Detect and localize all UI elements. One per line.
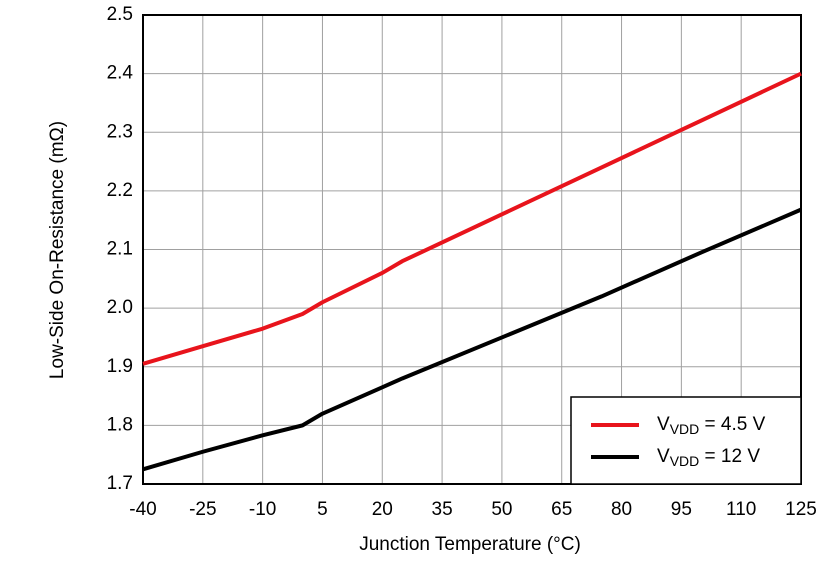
x-tick-label: 110 xyxy=(726,499,756,520)
x-axis-label: Junction Temperature (°C) xyxy=(359,534,581,555)
y-tick-label: 2.1 xyxy=(107,239,133,260)
plot-frame xyxy=(142,14,802,485)
y-axis-label: Low-Side On-Resistance (mΩ) xyxy=(47,121,68,379)
x-tick-label: 95 xyxy=(671,499,692,520)
y-tick-label: 1.9 xyxy=(107,356,133,377)
x-tick-label: 5 xyxy=(317,499,328,520)
x-tick-label: 50 xyxy=(491,499,512,520)
y-tick-label: 2.0 xyxy=(107,297,133,318)
x-tick-label: 20 xyxy=(372,499,393,520)
y-tick-label: 2.3 xyxy=(107,121,133,142)
y-tick-label: 2.2 xyxy=(107,180,133,201)
y-tick-label: 1.8 xyxy=(107,414,133,435)
x-tick-label: 65 xyxy=(551,499,572,520)
series-line xyxy=(142,207,802,472)
y-tick-label: 2.5 xyxy=(107,4,133,25)
legend-label: VVDD = 4.5 V xyxy=(657,414,766,437)
y-tick-label: 1.7 xyxy=(107,473,133,494)
legend-box xyxy=(570,396,802,485)
x-tick-label: 35 xyxy=(432,499,453,520)
x-tick-label: 125 xyxy=(785,499,817,520)
x-tick-label: 80 xyxy=(611,499,632,520)
x-tick-label: -10 xyxy=(249,499,276,520)
y-tick-label: 2.4 xyxy=(107,63,134,84)
x-tick-label: -25 xyxy=(189,499,216,520)
series-line xyxy=(142,71,802,366)
legend-label: VVDD = 12 V xyxy=(657,446,760,469)
x-tick-label: -40 xyxy=(129,499,156,520)
